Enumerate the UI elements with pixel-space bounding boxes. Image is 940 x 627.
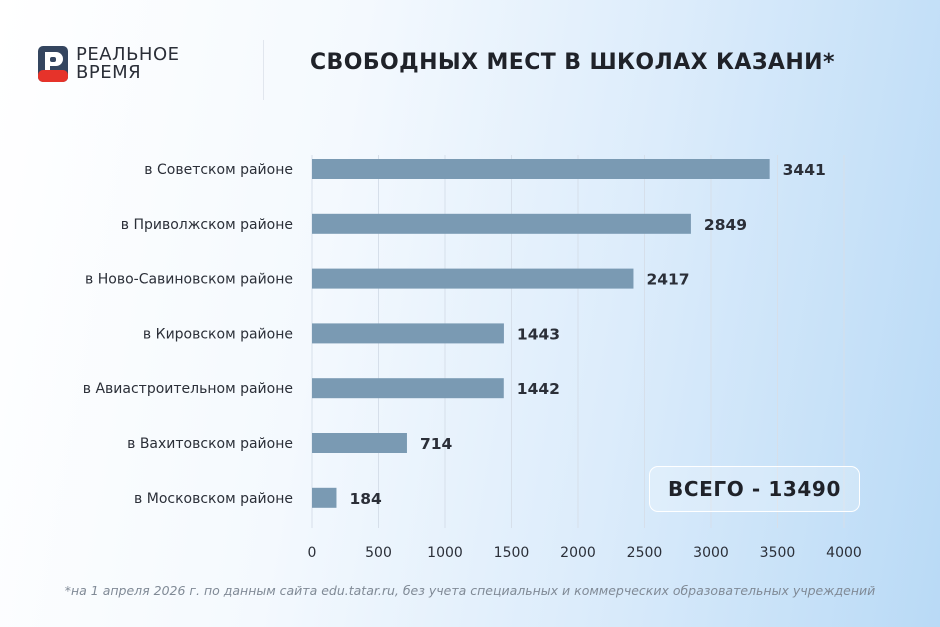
category-label: в Кировском районе <box>143 326 293 342</box>
x-tick-label: 1000 <box>427 545 463 561</box>
data-label: 2849 <box>704 216 747 234</box>
data-label: 184 <box>349 490 382 508</box>
data-label: 1442 <box>517 380 560 398</box>
bar <box>312 323 504 344</box>
x-tick-label: 2000 <box>560 545 596 561</box>
brand-logo: РЕАЛЬНОЕ ВРЕМЯ <box>38 46 180 82</box>
data-label: 714 <box>420 435 453 453</box>
brand-name: РЕАЛЬНОЕ ВРЕМЯ <box>76 46 180 82</box>
x-tick-label: 0 <box>308 545 317 561</box>
brand-name-line1: РЕАЛЬНОЕ <box>76 44 180 65</box>
bar <box>312 213 691 234</box>
x-tick-label: 2500 <box>627 545 663 561</box>
bar <box>312 159 770 179</box>
bar <box>312 378 504 399</box>
x-tick-label: 3500 <box>760 545 796 561</box>
bar <box>312 487 337 508</box>
header-divider <box>263 40 264 100</box>
chart-title: СВОБОДНЫХ МЕСТ В ШКОЛАХ КАЗАНИ* <box>310 50 835 75</box>
x-tick-label: 500 <box>365 545 392 561</box>
logo-shape-hole <box>50 57 56 62</box>
bar <box>312 433 407 453</box>
footnote: *на 1 апреля 2026 г. по данным сайта edu… <box>64 583 876 598</box>
category-label: в Московском районе <box>134 491 293 507</box>
category-label: в Советском районе <box>144 162 293 178</box>
category-label: в Приволжском районе <box>121 217 293 233</box>
x-tick-label: 1500 <box>494 545 530 561</box>
x-tick-label: 4000 <box>826 545 862 561</box>
data-label: 1443 <box>517 325 560 343</box>
data-label: 2417 <box>646 271 689 289</box>
brand-name-line2: ВРЕМЯ <box>76 62 142 83</box>
brand-logo-icon <box>38 46 68 82</box>
category-label: в Авиастроительном районе <box>83 381 293 397</box>
logo-shape-red <box>38 70 68 82</box>
data-label: 3441 <box>783 161 826 179</box>
category-label: в Вахитовском районе <box>127 436 293 452</box>
bar <box>312 268 634 289</box>
category-label: в Ново-Савиновском районе <box>85 272 293 288</box>
x-tick-label: 3000 <box>693 545 729 561</box>
total-badge: ВСЕГО - 13490 <box>649 466 860 512</box>
